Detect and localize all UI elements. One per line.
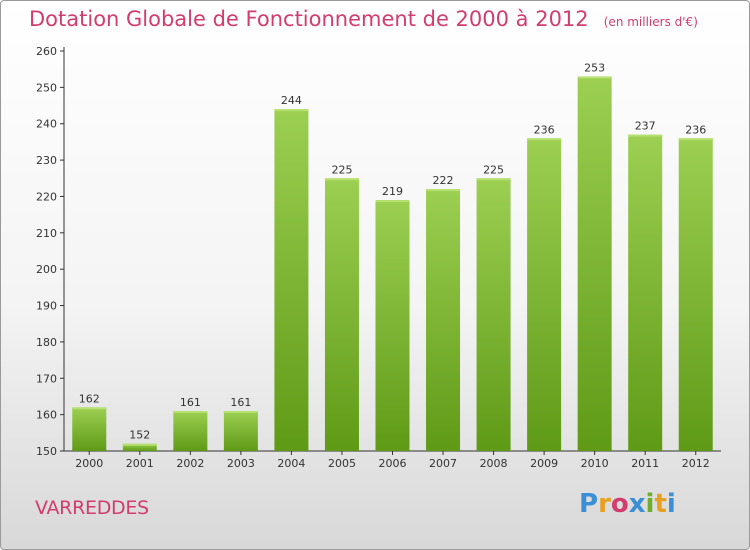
y-tick-label: 180 [36, 336, 57, 349]
bar-2008[interactable] [476, 178, 511, 452]
chart-data-labels: 162 152 161 161 244 225 219 222 225 236 253 237 236 [79, 61, 706, 441]
x-tick-label: 2005 [328, 457, 356, 470]
bar-highlight [72, 407, 107, 410]
bar-highlight [527, 138, 562, 141]
bar-highlight [476, 178, 511, 181]
bar-2002[interactable] [173, 411, 208, 451]
y-tick-label: 210 [36, 227, 57, 240]
x-tick-label: 2002 [176, 457, 204, 470]
y-tick-label: 260 [36, 45, 57, 58]
bar-highlight [122, 443, 157, 446]
x-tick-label: 2008 [480, 457, 508, 470]
x-tick-label: 2006 [379, 457, 407, 470]
data-label: 161 [180, 396, 201, 409]
logo-letter: o [610, 489, 629, 519]
bar-2009[interactable] [527, 138, 562, 452]
data-label: 222 [433, 174, 454, 187]
data-label: 244 [281, 94, 302, 107]
bar-highlight [577, 76, 612, 79]
data-label: 237 [635, 120, 656, 133]
x-tick-label: 2003 [227, 457, 255, 470]
bar-highlight [324, 178, 359, 181]
x-tick-label: 2001 [126, 457, 154, 470]
bar-highlight [274, 109, 309, 112]
bar-2007[interactable] [426, 189, 461, 451]
logo-letter: P [579, 489, 599, 519]
chart-bars [72, 76, 713, 452]
chart-axes: 150 160 170 180 190 200 210 220 230 240 250 260 2000… [36, 45, 721, 470]
proxiti-logo[interactable]: Proxiti [579, 489, 676, 519]
x-tick-label: 2012 [682, 457, 710, 470]
x-tick-label: 2007 [429, 457, 457, 470]
data-label: 162 [79, 392, 100, 405]
chart-title-block: Dotation Globale de Fonctionnement de 20… [29, 7, 698, 31]
bar-highlight [628, 134, 663, 137]
y-tick-label: 160 [36, 409, 57, 422]
bar-2004[interactable] [274, 109, 309, 451]
logo-letter: x [628, 489, 646, 519]
logo-letter: i [666, 489, 676, 519]
chart-subtitle: (en milliers d'€) [603, 15, 698, 29]
chart-title: Dotation Globale de Fonctionnement de 20… [29, 7, 589, 31]
y-tick-label: 230 [36, 154, 57, 167]
bar-highlight [173, 411, 208, 413]
y-tick-label: 150 [36, 445, 57, 458]
logo-letter: t [654, 489, 667, 519]
x-tick-label: 2000 [75, 457, 103, 470]
bar-2010[interactable] [577, 76, 612, 452]
place-name: VARREDDES [35, 497, 149, 519]
y-tick-label: 200 [36, 263, 57, 276]
x-tick-label: 2009 [530, 457, 558, 470]
bar-2003[interactable] [223, 411, 258, 451]
bar-highlight [426, 189, 461, 192]
y-tick-label: 220 [36, 190, 57, 203]
bar-2011[interactable] [628, 134, 663, 452]
data-label: 219 [382, 185, 403, 198]
bar-2005[interactable] [324, 178, 359, 452]
data-label: 225 [331, 163, 352, 176]
x-tick-label: 2010 [581, 457, 609, 470]
logo-letter: i [645, 489, 655, 519]
logo-letter: r [598, 489, 611, 519]
data-label: 253 [584, 61, 605, 74]
bar-highlight [375, 200, 410, 203]
data-label: 152 [129, 429, 150, 442]
y-tick-label: 190 [36, 300, 57, 313]
bar-2001[interactable] [122, 443, 157, 451]
data-label: 225 [483, 163, 504, 176]
bar-highlight [678, 138, 713, 141]
bar-highlight [223, 411, 258, 413]
y-tick-label: 250 [36, 81, 57, 94]
bar-2006[interactable] [375, 200, 410, 451]
y-tick-label: 240 [36, 118, 57, 131]
x-tick-label: 2004 [277, 457, 305, 470]
data-label: 236 [534, 123, 555, 136]
bar-2012[interactable] [678, 138, 713, 452]
data-label: 161 [230, 396, 251, 409]
bar-2000[interactable] [72, 407, 107, 451]
y-tick-label: 170 [36, 372, 57, 385]
data-label: 236 [685, 123, 706, 136]
x-tick-label: 2011 [631, 457, 659, 470]
